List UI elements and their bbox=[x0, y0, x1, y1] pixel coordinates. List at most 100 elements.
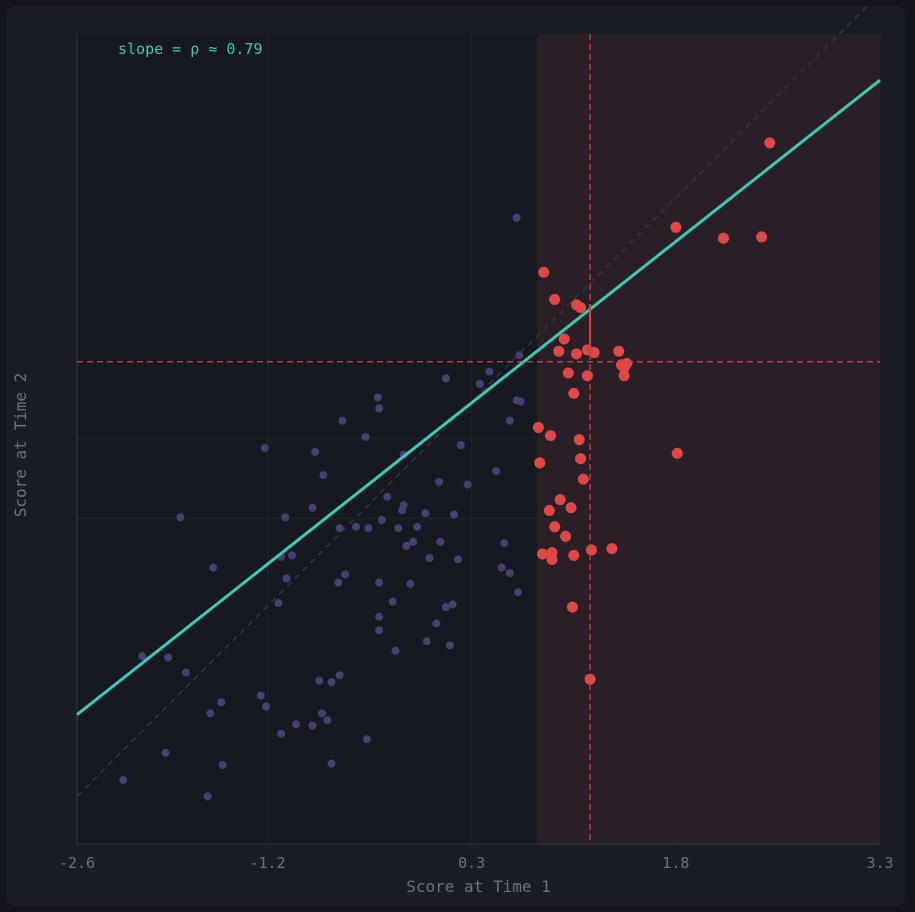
background-point bbox=[308, 721, 317, 730]
background-point bbox=[260, 443, 269, 452]
background-point bbox=[375, 612, 384, 621]
background-point bbox=[362, 735, 371, 744]
selected-point bbox=[575, 453, 587, 465]
background-point bbox=[323, 716, 332, 725]
background-point bbox=[399, 501, 408, 510]
x-tick-label: -1.2 bbox=[249, 854, 285, 872]
y-axis-title: Score at Time 2 bbox=[11, 373, 30, 518]
background-point bbox=[516, 397, 525, 406]
background-point bbox=[161, 748, 170, 757]
selected-point bbox=[570, 348, 582, 360]
background-point bbox=[421, 509, 430, 518]
background-point bbox=[436, 537, 445, 546]
background-point bbox=[422, 637, 431, 646]
background-point bbox=[435, 477, 444, 486]
background-point bbox=[203, 792, 212, 801]
selected-point bbox=[585, 544, 597, 556]
background-point bbox=[388, 597, 397, 606]
background-point bbox=[138, 652, 147, 661]
background-point bbox=[441, 374, 450, 383]
selected-point bbox=[618, 370, 630, 382]
regression-arrow-head bbox=[585, 346, 596, 357]
selected-point bbox=[566, 601, 578, 613]
chart-panel: -2.6 -1.2 0.3 1.8 3.3 slope = ρ ≈ 0.79 Score… bbox=[6, 6, 905, 906]
selected-point bbox=[615, 359, 627, 371]
background-point bbox=[454, 555, 463, 564]
background-point bbox=[218, 761, 227, 770]
background-point bbox=[391, 646, 400, 655]
selected-point bbox=[534, 457, 546, 469]
background-point bbox=[505, 416, 514, 425]
selected-point bbox=[536, 548, 548, 560]
x-axis-title: Score at Time 1 bbox=[406, 877, 551, 896]
selected-point bbox=[532, 421, 544, 433]
background-point bbox=[334, 578, 343, 587]
background-point bbox=[327, 678, 336, 686]
scatter-chart: -2.6 -1.2 0.3 1.8 3.3 slope = ρ ≈ 0.79 Score… bbox=[11, 6, 894, 896]
background-point bbox=[327, 759, 336, 768]
background-point bbox=[432, 619, 441, 628]
background-point bbox=[319, 471, 328, 480]
x-tick-label: 1.8 bbox=[662, 854, 689, 872]
selected-point bbox=[670, 221, 682, 233]
background-point bbox=[181, 668, 190, 677]
background-point bbox=[338, 416, 347, 425]
selected-point bbox=[568, 387, 580, 399]
background-point bbox=[375, 626, 384, 635]
selected-point bbox=[549, 293, 561, 305]
background-point bbox=[375, 404, 384, 413]
selected-point bbox=[562, 367, 574, 379]
background-point bbox=[441, 603, 450, 612]
selected-point bbox=[568, 549, 580, 561]
background-point bbox=[288, 551, 297, 560]
selected-point bbox=[565, 502, 577, 514]
selected-point bbox=[581, 370, 593, 382]
background-point bbox=[341, 570, 350, 579]
x-tick-label: 3.3 bbox=[866, 854, 893, 872]
background-point bbox=[119, 776, 128, 785]
background-point bbox=[383, 492, 392, 501]
background-point bbox=[513, 588, 522, 597]
background-point bbox=[217, 698, 226, 707]
identity-line bbox=[76, 6, 869, 797]
background-point bbox=[463, 480, 472, 489]
background-point bbox=[206, 709, 215, 718]
background-point bbox=[456, 441, 465, 450]
selected-point bbox=[560, 530, 572, 542]
selected-point bbox=[577, 473, 589, 485]
background-point bbox=[277, 729, 286, 738]
background-point bbox=[209, 563, 218, 572]
background-point bbox=[475, 379, 484, 388]
background-point bbox=[413, 522, 422, 531]
background-point bbox=[377, 516, 386, 524]
background-point bbox=[485, 367, 494, 376]
background-point bbox=[335, 671, 344, 680]
background-point bbox=[512, 213, 521, 222]
selected-point bbox=[554, 494, 566, 506]
background-point bbox=[317, 709, 326, 718]
background-point bbox=[375, 578, 384, 587]
background-point bbox=[497, 563, 506, 572]
background-point bbox=[450, 510, 459, 519]
regression-line bbox=[76, 78, 881, 716]
selected-point bbox=[573, 434, 585, 446]
background-point bbox=[373, 393, 382, 402]
selected-point bbox=[756, 231, 768, 243]
background-point bbox=[492, 466, 501, 475]
background-point bbox=[361, 432, 370, 441]
background-point bbox=[315, 676, 324, 685]
background-point bbox=[500, 539, 509, 548]
selected-point bbox=[543, 504, 555, 516]
background-point bbox=[282, 574, 291, 583]
x-tick-label: -2.6 bbox=[59, 854, 95, 872]
background-point bbox=[409, 537, 418, 546]
background-point bbox=[352, 522, 361, 531]
selected-point bbox=[553, 345, 565, 357]
background-point bbox=[402, 541, 411, 550]
selected-point bbox=[606, 543, 618, 555]
selection-region bbox=[537, 34, 880, 844]
selected-point bbox=[575, 302, 587, 314]
background-point bbox=[164, 653, 173, 662]
background-point bbox=[256, 691, 265, 700]
annotation-text: slope = ρ ≈ 0.79 bbox=[118, 40, 263, 58]
